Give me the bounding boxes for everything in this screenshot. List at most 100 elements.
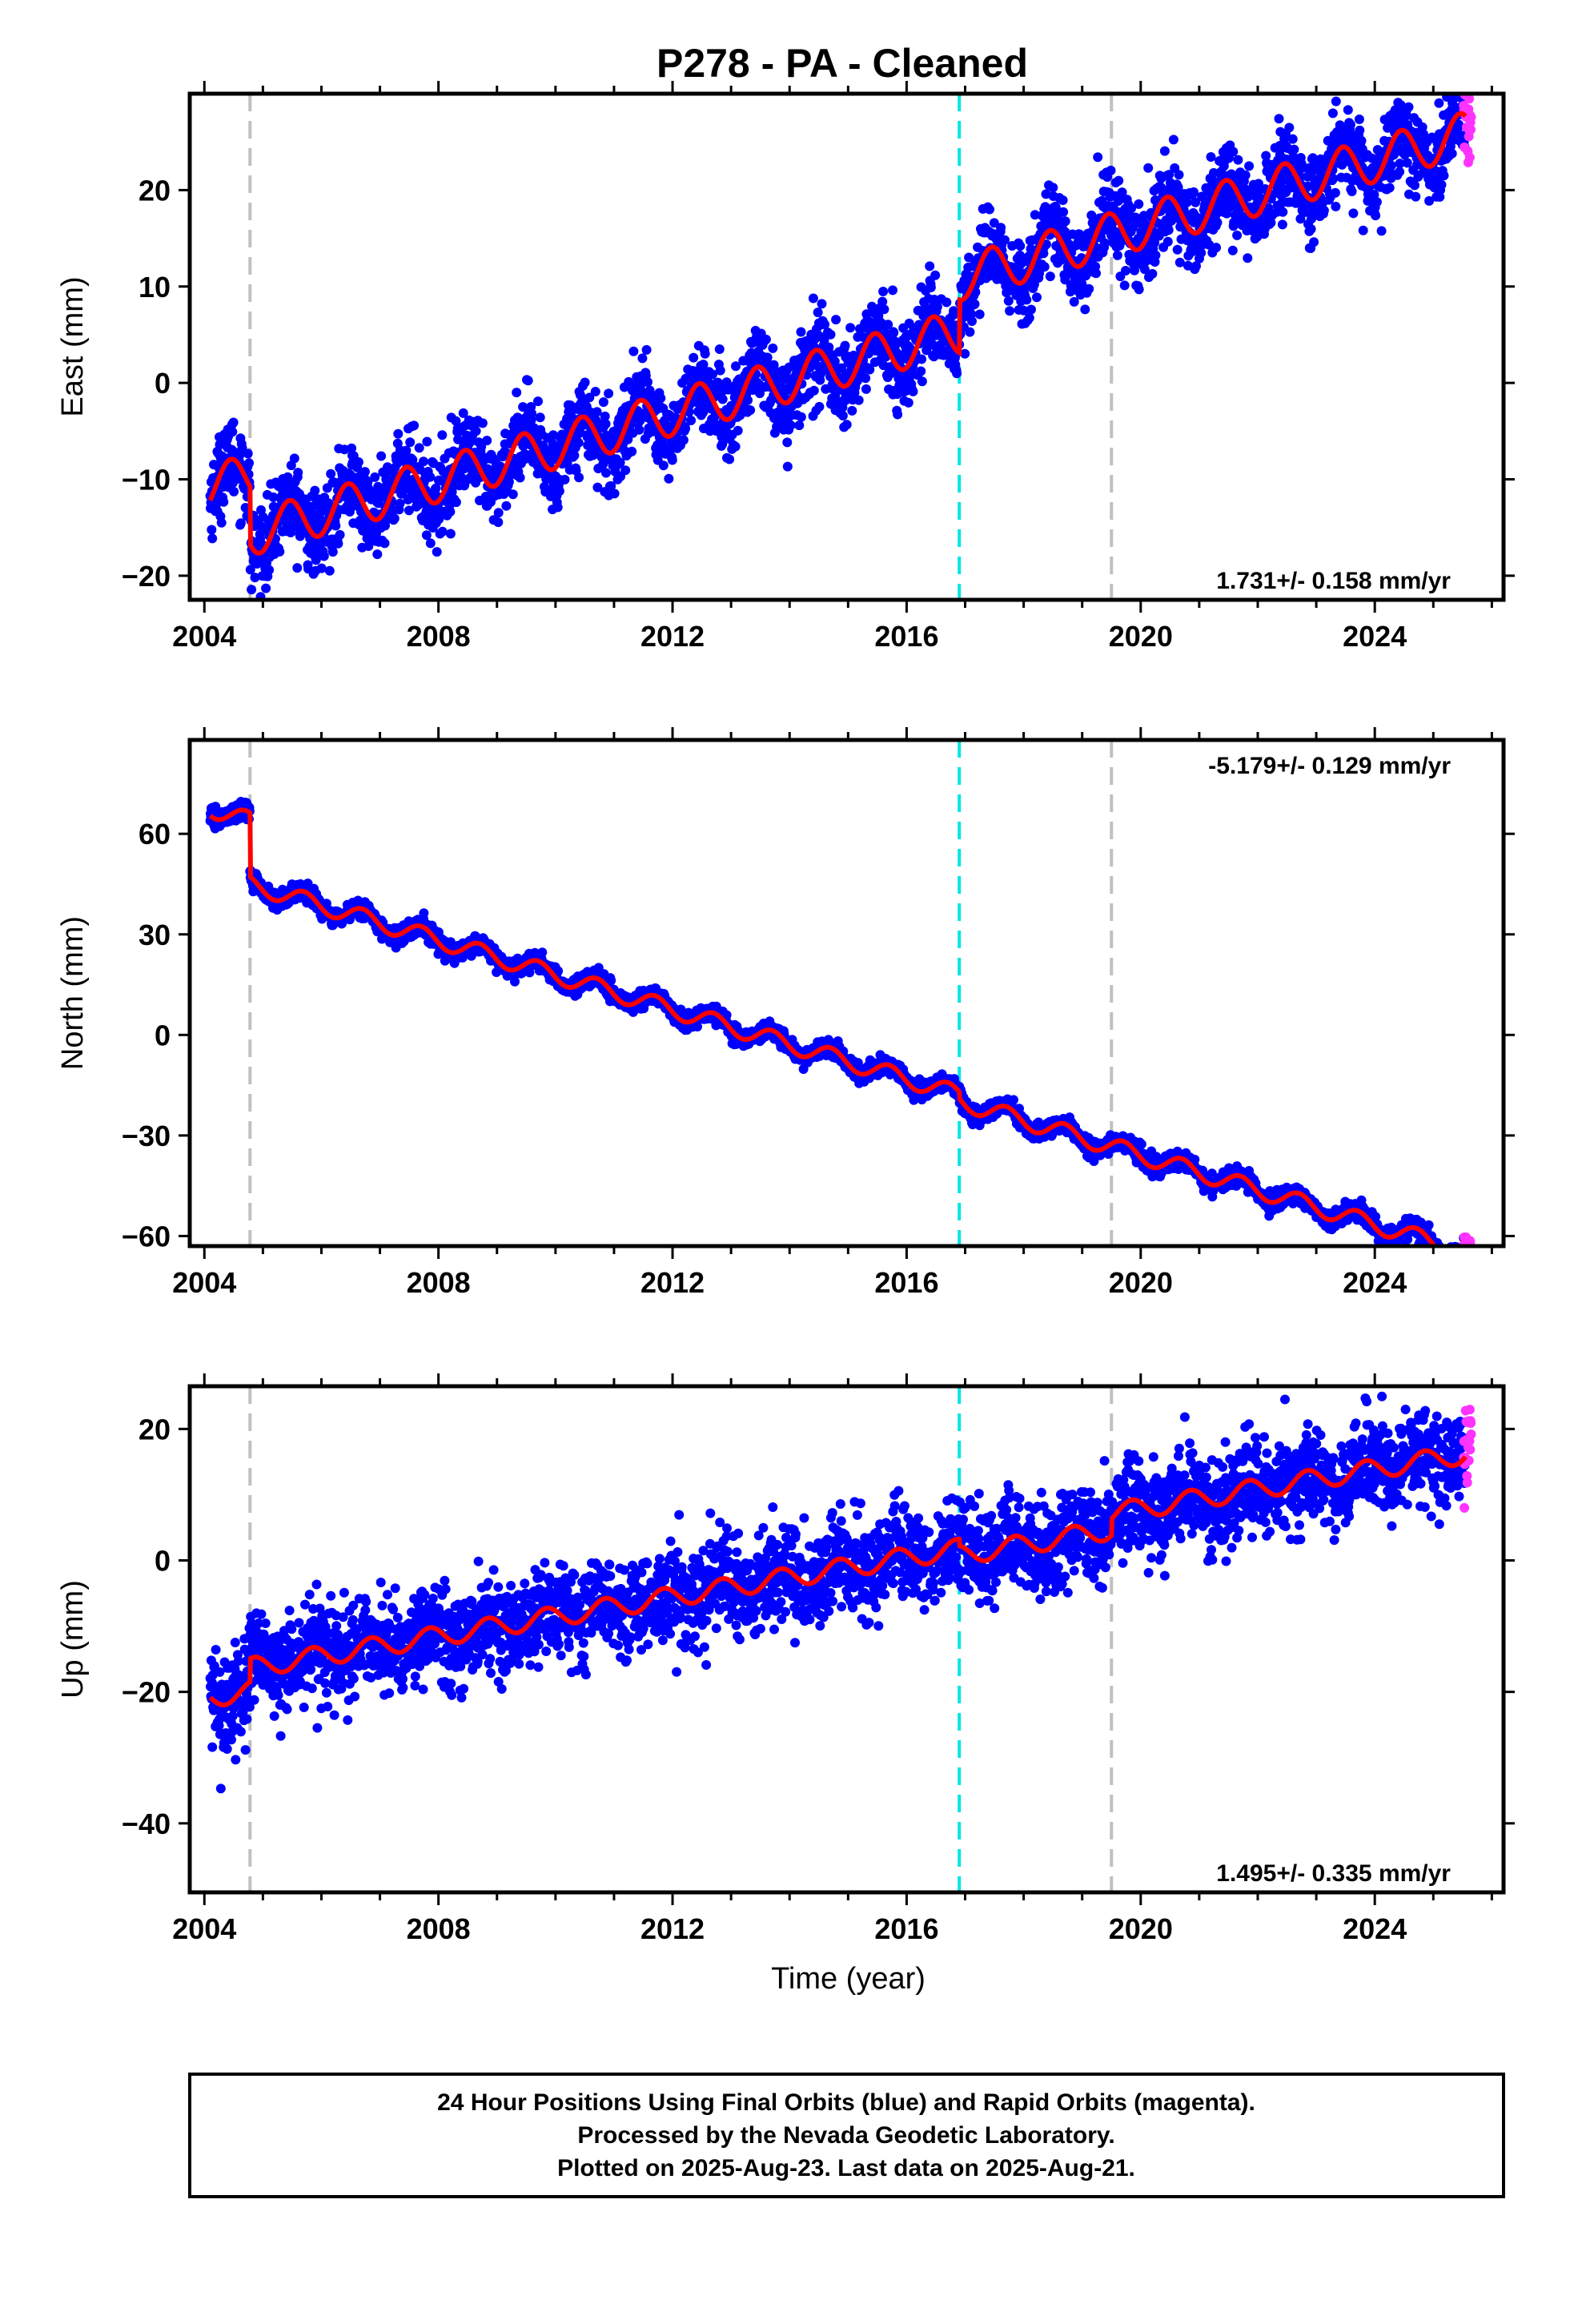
final-orbit-point <box>853 395 864 405</box>
final-orbit-point <box>508 489 518 500</box>
final-orbit-point <box>965 327 975 337</box>
final-orbit-point <box>820 320 829 330</box>
axes-frame <box>187 91 1506 602</box>
final-orbit-point <box>580 377 590 388</box>
final-orbit-point <box>814 401 825 412</box>
final-orbit-point <box>264 565 275 575</box>
final-orbit-point <box>730 441 741 452</box>
final-orbit-point <box>861 373 871 384</box>
final-orbit-point <box>261 583 271 593</box>
final-orbit-point <box>1139 264 1150 275</box>
final-orbit-point <box>634 424 644 435</box>
final-orbit-point <box>243 448 253 459</box>
final-orbit-point <box>1069 296 1079 307</box>
final-orbit-point <box>964 252 974 263</box>
final-orbit-point <box>1401 111 1411 121</box>
final-orbit-point <box>1403 102 1414 112</box>
final-orbit-point <box>889 328 899 338</box>
final-orbit-point <box>861 384 871 394</box>
final-orbit-point <box>1058 195 1068 205</box>
final-orbit-point <box>1228 147 1239 157</box>
final-orbit-point <box>244 458 254 468</box>
final-orbit-point <box>1015 241 1026 251</box>
chart-panel-north: 2004 2008 2012 2016 2020 2024−60−3003060North… <box>56 727 1515 1299</box>
final-orbit-point <box>761 334 771 344</box>
y-tick-label: 0 <box>155 367 171 400</box>
final-orbit-point <box>725 454 735 464</box>
final-orbit-point <box>1100 238 1110 248</box>
final-orbit-point <box>1395 167 1405 177</box>
final-orbit-point <box>425 538 436 549</box>
final-orbit-point <box>1436 179 1447 190</box>
final-orbit-point <box>1274 114 1284 124</box>
final-orbit-point <box>316 563 327 573</box>
final-orbit-point <box>929 295 939 304</box>
final-orbit-point <box>847 405 857 416</box>
final-orbit-point <box>537 947 548 958</box>
final-orbit-point <box>1106 165 1116 175</box>
velocity-label: 1.731+/- 0.158 mm/yr <box>1216 568 1451 594</box>
final-orbit-point <box>524 967 535 978</box>
final-orbit-point <box>970 299 980 309</box>
final-orbit-point <box>229 486 239 497</box>
final-orbit-point <box>471 426 481 436</box>
final-orbit-point <box>606 480 616 491</box>
final-orbit-point <box>989 218 999 228</box>
final-orbit-point <box>916 366 926 376</box>
final-orbit-point <box>419 456 428 467</box>
final-orbit-point <box>1212 217 1223 227</box>
final-orbit-point <box>501 501 512 511</box>
final-orbit-point <box>808 293 818 304</box>
final-orbit-point <box>333 538 343 549</box>
final-orbit-point <box>1209 167 1219 178</box>
final-orbit-point <box>1206 152 1216 162</box>
final-orbit-point <box>395 498 405 509</box>
final-orbit-point <box>681 424 691 434</box>
y-tick-label: 20 <box>139 174 171 207</box>
y-tick-label: −10 <box>122 464 171 497</box>
final-orbit-point <box>1084 283 1094 294</box>
final-orbit-point <box>601 468 611 478</box>
rapid-orbit-point <box>1466 112 1476 123</box>
final-orbit-point <box>293 468 303 478</box>
final-orbit-point <box>1354 115 1364 124</box>
final-orbit-point <box>1278 207 1288 217</box>
final-orbit-point <box>466 951 476 961</box>
final-orbit-point <box>1232 230 1243 240</box>
plot-area <box>205 94 1476 600</box>
final-orbit-point <box>1162 236 1173 247</box>
final-orbit-point <box>1435 191 1445 202</box>
final-orbit-points <box>205 797 1471 1246</box>
final-orbit-point <box>831 315 841 325</box>
final-orbit-point <box>1376 226 1387 236</box>
final-orbit-point <box>865 364 875 375</box>
final-orbit-point <box>207 525 217 535</box>
rapid-orbit-point <box>1466 124 1476 135</box>
final-orbit-point <box>1143 163 1154 173</box>
final-orbit-point <box>573 437 584 448</box>
final-orbit-point <box>813 308 823 318</box>
final-orbit-point <box>363 541 374 551</box>
final-orbit-point <box>1306 224 1316 234</box>
final-orbit-point <box>493 517 504 528</box>
final-orbit-point <box>768 343 778 353</box>
final-orbit-point <box>609 489 620 499</box>
x-tick-label: 2008 <box>407 620 471 653</box>
final-orbit-point <box>1026 304 1036 315</box>
final-orbit-point <box>879 304 889 315</box>
final-orbit-point <box>405 437 416 448</box>
final-orbit-point <box>824 342 834 352</box>
x-tick-label: 2020 <box>1109 620 1173 653</box>
final-orbit-point <box>1172 244 1182 255</box>
final-orbit-point <box>932 302 942 312</box>
final-orbit-point <box>1196 247 1207 258</box>
final-orbit-point <box>782 461 793 472</box>
final-orbit-point <box>796 327 806 337</box>
final-orbit-point <box>590 387 600 396</box>
final-orbit-point <box>1191 197 1201 207</box>
final-orbit-point <box>1277 219 1287 230</box>
final-orbit-point <box>1173 182 1183 192</box>
final-orbit-point <box>627 446 637 456</box>
final-orbit-point <box>1386 160 1396 171</box>
final-orbit-point <box>1112 250 1122 260</box>
